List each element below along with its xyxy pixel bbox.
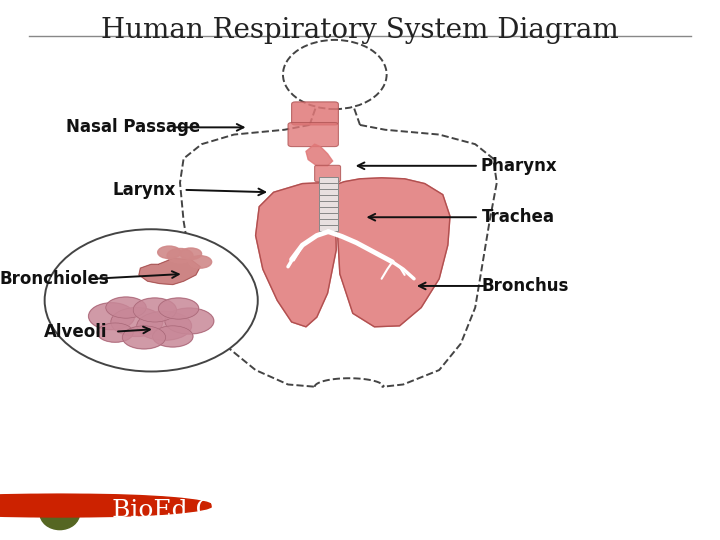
- Bar: [319, 177, 338, 183]
- Circle shape: [45, 230, 258, 372]
- Ellipse shape: [89, 303, 135, 330]
- Ellipse shape: [189, 255, 212, 268]
- Ellipse shape: [180, 248, 202, 260]
- Text: BioEd Online: BioEd Online: [112, 499, 279, 522]
- Bar: [319, 190, 338, 194]
- Polygon shape: [335, 178, 450, 327]
- Ellipse shape: [122, 326, 166, 349]
- Ellipse shape: [137, 312, 192, 340]
- Ellipse shape: [133, 298, 176, 322]
- Text: Larynx: Larynx: [112, 181, 176, 199]
- Text: Bronchus: Bronchus: [482, 277, 570, 295]
- Ellipse shape: [40, 497, 79, 530]
- Text: Trachea: Trachea: [482, 208, 555, 226]
- FancyBboxPatch shape: [292, 102, 338, 125]
- Bar: [319, 207, 338, 213]
- Polygon shape: [139, 259, 200, 285]
- Ellipse shape: [97, 323, 133, 342]
- Text: Nasal Passage: Nasal Passage: [66, 118, 200, 137]
- Ellipse shape: [106, 297, 146, 318]
- Circle shape: [0, 494, 212, 517]
- Ellipse shape: [153, 326, 193, 347]
- FancyBboxPatch shape: [315, 165, 341, 181]
- Bar: [319, 195, 338, 201]
- Bar: [319, 201, 338, 207]
- FancyBboxPatch shape: [288, 123, 338, 146]
- Ellipse shape: [158, 246, 181, 259]
- Text: Pharynx: Pharynx: [480, 157, 557, 175]
- Ellipse shape: [111, 308, 163, 336]
- Ellipse shape: [167, 248, 193, 263]
- Polygon shape: [256, 183, 336, 327]
- Circle shape: [0, 494, 181, 517]
- Ellipse shape: [165, 308, 214, 334]
- Bar: [319, 213, 338, 219]
- Text: Alveoli: Alveoli: [44, 322, 107, 341]
- Text: Bronchioles: Bronchioles: [0, 270, 109, 288]
- Ellipse shape: [158, 298, 199, 319]
- Bar: [319, 219, 338, 225]
- Polygon shape: [306, 144, 333, 166]
- Bar: [319, 225, 338, 231]
- Text: Human Respiratory System Diagram: Human Respiratory System Diagram: [101, 17, 619, 44]
- Bar: [319, 184, 338, 188]
